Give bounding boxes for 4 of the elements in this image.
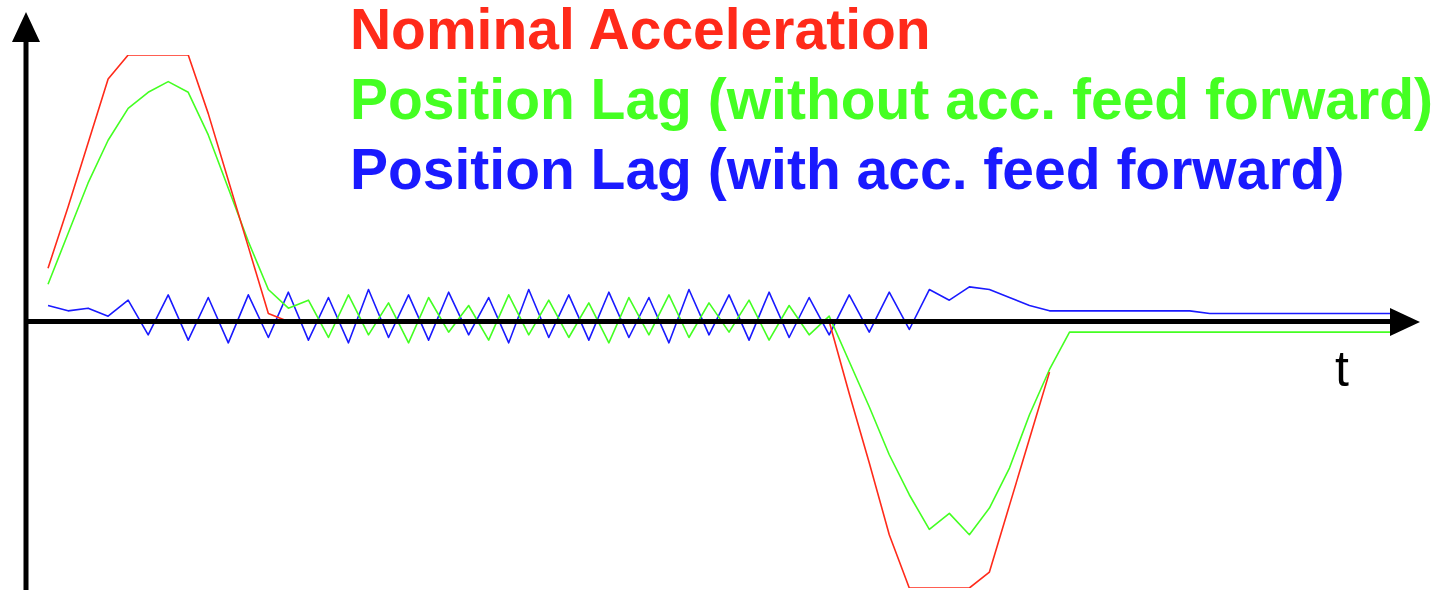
text: Nominal Acceleration bbox=[349, 0, 932, 63]
text: Position Lag (without acc. feed forward) bbox=[349, 66, 1433, 133]
series-label: Position Lag (with acc. feed forward) bbox=[349, 136, 1346, 203]
x-axis-title: t bbox=[1335, 340, 1349, 398]
